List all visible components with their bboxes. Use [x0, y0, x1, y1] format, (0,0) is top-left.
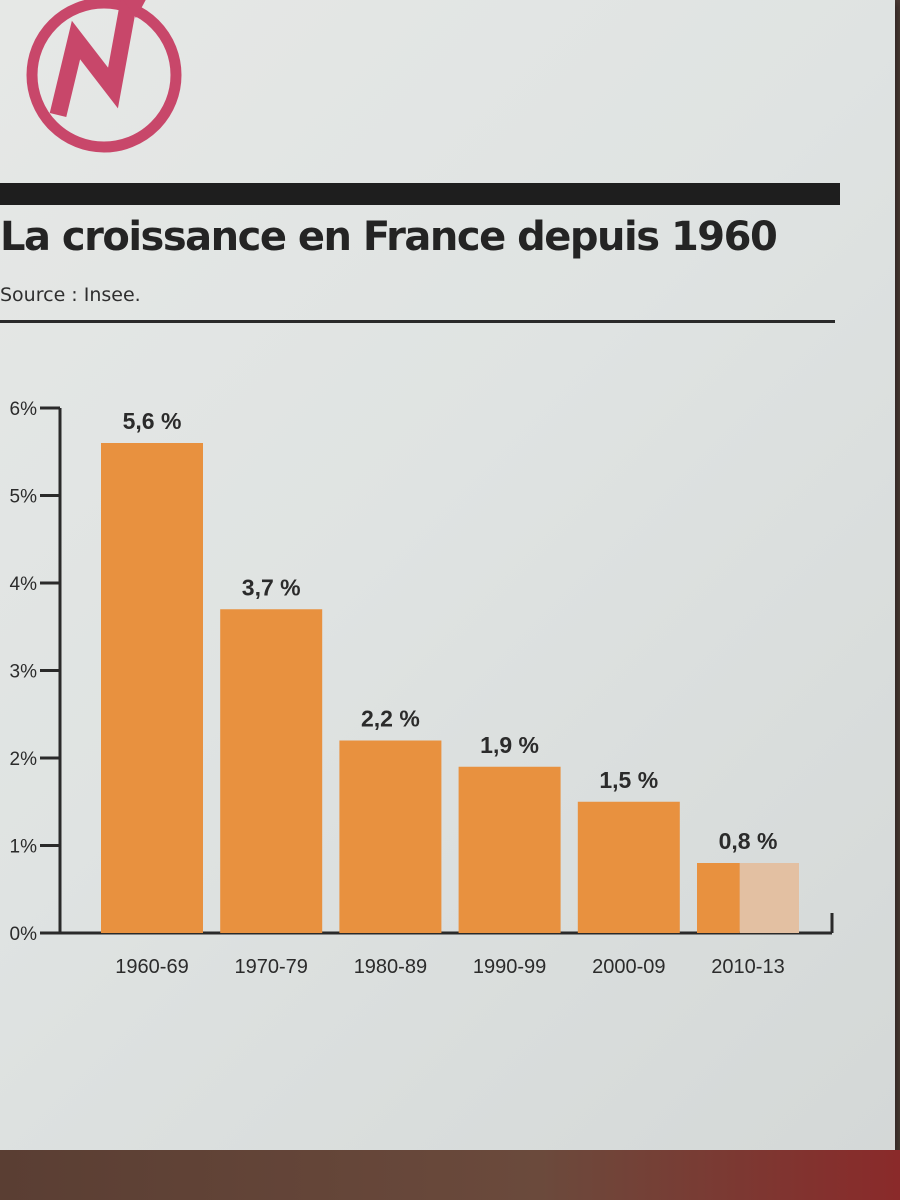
- bar-value-label: 3,7 %: [242, 574, 301, 600]
- header-rule: [0, 183, 840, 205]
- x-category-label: 2000-09: [592, 956, 665, 978]
- y-tick-label: 2%: [10, 749, 38, 770]
- bar-value-label: 5,6 %: [123, 408, 182, 434]
- x-category-label: 1960-69: [115, 956, 188, 978]
- y-tick-label: 1%: [10, 837, 38, 858]
- x-category-label: 2010-13: [711, 956, 784, 978]
- y-tick-label: 5%: [10, 487, 38, 508]
- logo-n-stroke: [49, 0, 138, 117]
- n-arrow-circle-logo: [26, 0, 182, 153]
- background-surface: [0, 1150, 900, 1200]
- bar-chart: 0% 1% 2% 3% 4% 5% 6% 5,6 % 3,7 % 2,2 % 1,9 % 1,5 %…: [10, 399, 834, 978]
- bar-value-label: 2,2 %: [361, 706, 420, 732]
- y-tick-label: 3%: [10, 662, 38, 683]
- logo-ring: [26, 0, 182, 153]
- bar-partial-period: [739, 863, 799, 933]
- bar-value-label: 1,5 %: [599, 767, 658, 793]
- y-tick-label: 0%: [10, 924, 38, 945]
- bar-value-label: 0,8 %: [719, 828, 778, 854]
- y-tick-label: 6%: [10, 399, 38, 420]
- x-category-label: 1990-99: [473, 956, 546, 978]
- y-tick-label: 4%: [10, 574, 38, 595]
- x-category-label: 1970-79: [234, 956, 307, 978]
- x-axis-labels: 1960-69 1970-79 1980-89 1990-99 2000-09 2010-…: [115, 956, 784, 978]
- bar: [220, 609, 323, 933]
- x-category-label: 1980-89: [354, 956, 427, 978]
- value-labels: 5,6 % 3,7 % 2,2 % 1,9 % 1,5 % 0,8 %: [123, 408, 778, 854]
- bar: [339, 740, 442, 933]
- chart-source: Source : Insee.: [0, 284, 141, 306]
- title-underline: [0, 320, 835, 323]
- bar: [577, 801, 680, 933]
- bar-value-label: 1,9 %: [480, 732, 539, 758]
- bar: [697, 863, 740, 933]
- logo-arrow-head: [123, 0, 146, 18]
- bar: [458, 766, 561, 933]
- bar: [101, 443, 203, 933]
- chart-title: La croissance en France depuis 1960: [0, 214, 778, 260]
- bars: [101, 443, 799, 933]
